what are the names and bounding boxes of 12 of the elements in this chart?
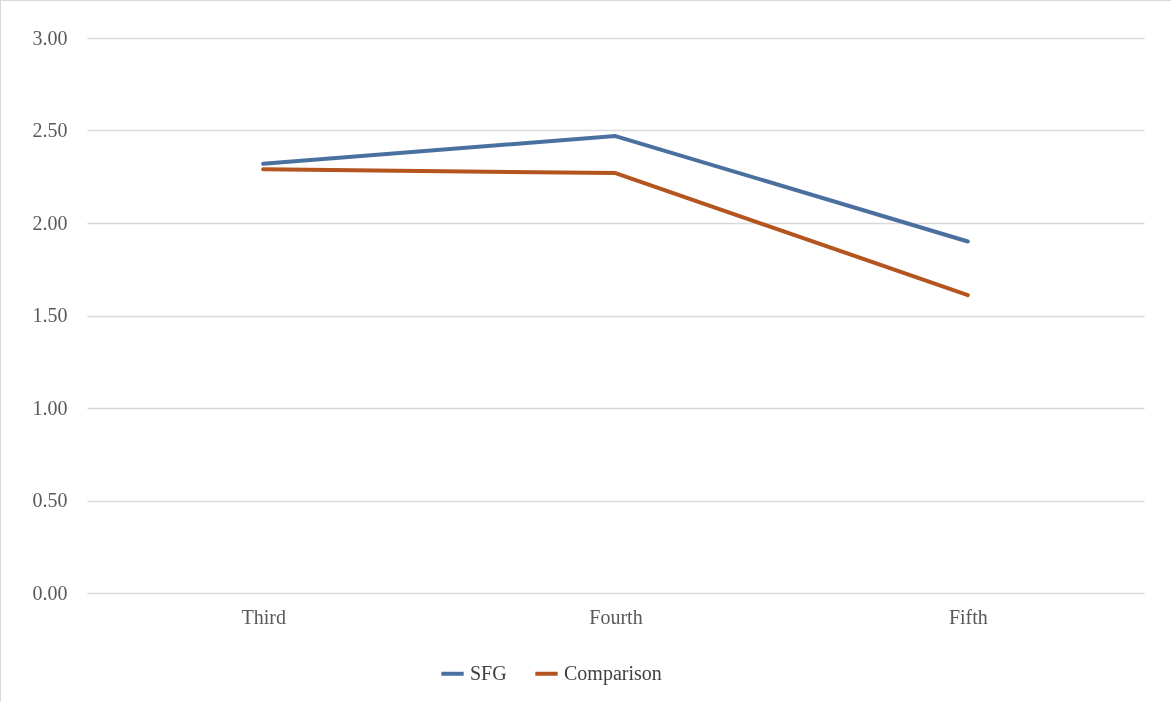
y-tick-label: 2.50	[32, 119, 68, 141]
legend-label: SFG	[470, 661, 507, 684]
y-tick-label: 3.00	[32, 26, 68, 49]
x-tick-label: Fifth	[948, 605, 988, 628]
y-tick-label: 1.00	[32, 396, 68, 419]
y-tick-label: 2.00	[32, 211, 68, 234]
y-tick-label: 0.50	[32, 489, 68, 511]
x-tick-label: Third	[241, 605, 286, 628]
legend-label: Comparison	[564, 661, 662, 685]
x-tick-label: Fourth	[589, 605, 643, 628]
y-tick-label: 1.50	[32, 304, 68, 326]
y-tick-label: 0.00	[32, 581, 68, 604]
